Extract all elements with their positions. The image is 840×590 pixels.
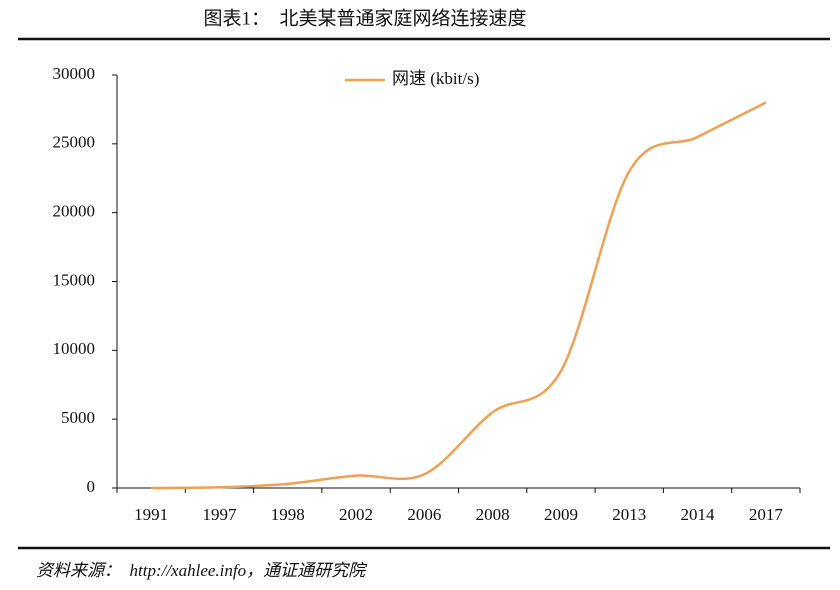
chart-title: 图表1： 北美某普通家庭网络连接速度	[203, 7, 526, 29]
x-tick-label: 2006	[407, 505, 441, 524]
x-tick-label: 1991	[134, 505, 168, 524]
legend-label: 网速 (kbit/s)	[392, 69, 479, 88]
y-tick-label: 10000	[53, 339, 96, 358]
x-tick-label: 1997	[202, 505, 237, 524]
x-tick-label: 2008	[476, 505, 510, 524]
x-tick-label: 2013	[612, 505, 646, 524]
y-tick-label: 5000	[61, 408, 95, 427]
y-tick-label: 15000	[53, 270, 96, 289]
x-tick-label: 1998	[271, 505, 305, 524]
y-tick-label: 30000	[53, 64, 96, 83]
x-tick-label: 2002	[339, 505, 373, 524]
y-tick-label: 20000	[53, 202, 96, 221]
y-tick-label: 25000	[53, 133, 96, 152]
source: 资料来源： http://xahlee.info，通证通研究院	[36, 561, 368, 580]
data-line	[151, 101, 767, 490]
x-tick-label: 2009	[544, 505, 578, 524]
y-tick-label: 0	[87, 477, 96, 496]
x-tick-label: 2017	[749, 505, 784, 524]
x-tick-label: 2014	[681, 505, 716, 524]
